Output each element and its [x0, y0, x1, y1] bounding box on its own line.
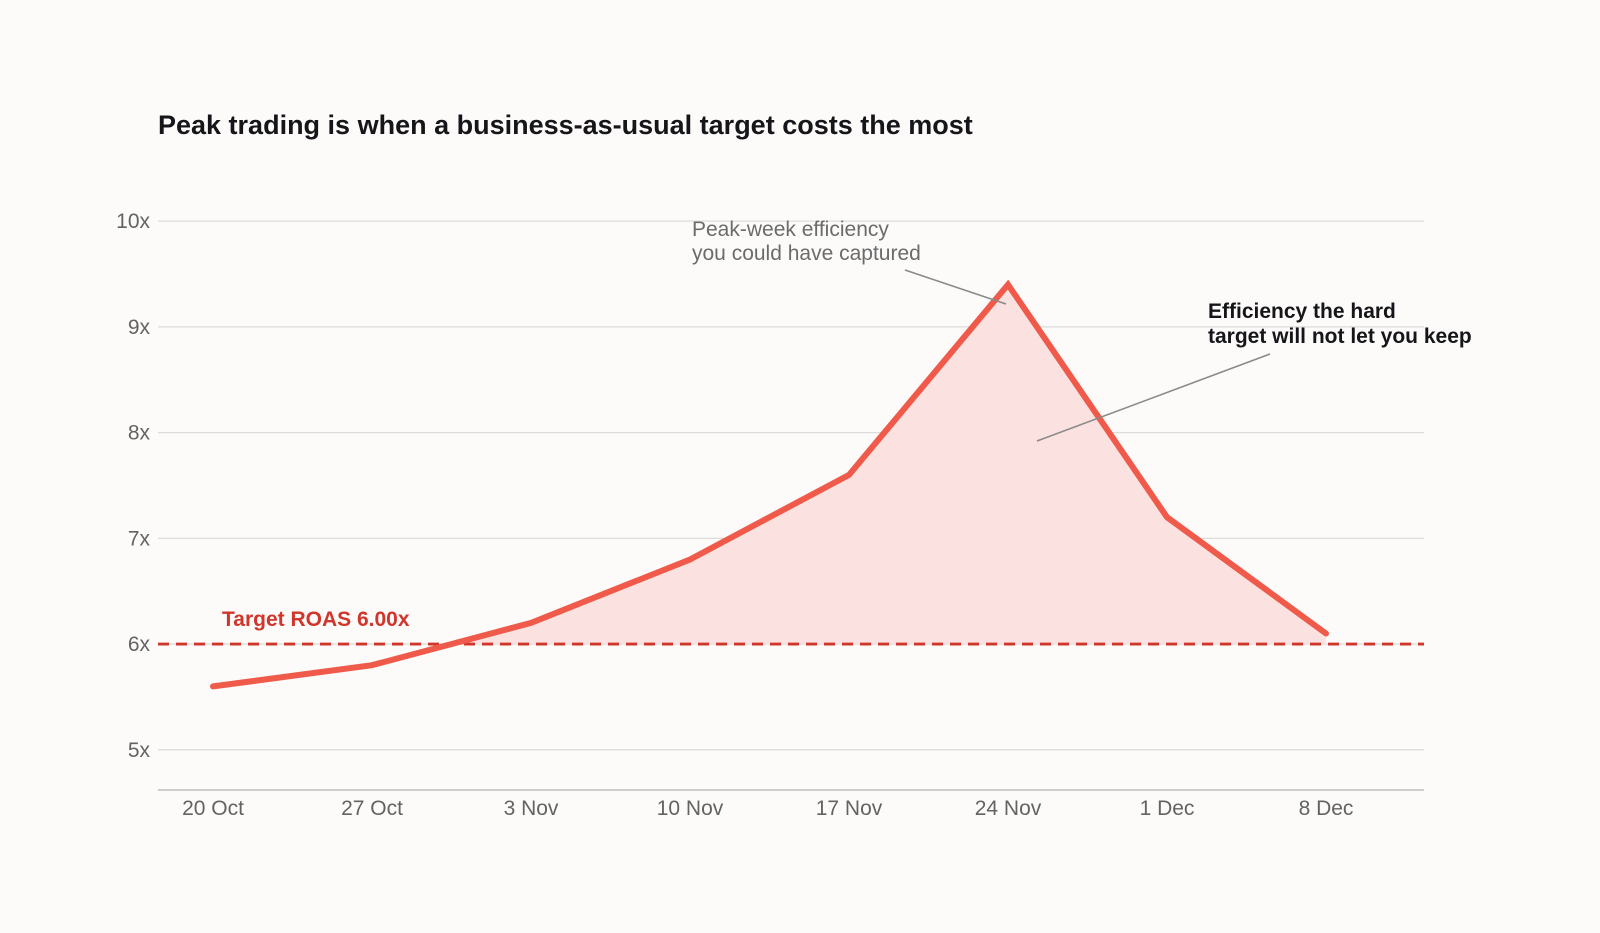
target-layer: Target ROAS 6.00x [158, 608, 1424, 646]
annotation-line: you could have captured [692, 242, 921, 265]
target-label: Target ROAS 6.00x [222, 608, 410, 631]
annotation-line: Peak-week efficiency [692, 218, 889, 241]
x-tick-label: 10 Nov [657, 797, 724, 820]
x-tick-label: 8 Dec [1299, 797, 1354, 820]
series-line [210, 279, 1329, 690]
annotation-leader-peak [904, 269, 1007, 305]
efficiency-gap-area [451, 284, 1326, 645]
x-tick-label: 1 Dec [1140, 797, 1195, 820]
annotations: Peak-week efficiency you could have captu… [692, 218, 1472, 442]
area-layer [451, 284, 1326, 645]
x-axis: 20 Oct 27 Oct 3 Nov 10 Nov 17 Nov 24 Nov 1 Dec… [158, 789, 1424, 820]
y-tick-label: 10x [116, 210, 150, 233]
annotation-line: target will not let you keep [1208, 325, 1472, 348]
y-tick-label: 8x [128, 422, 151, 445]
annotation-peak: Peak-week efficiency you could have captu… [692, 218, 921, 265]
y-tick-label: 7x [128, 527, 151, 550]
annotation-lost: Efficiency the hard target will not let y… [1208, 300, 1472, 348]
y-axis: 5x 6x 7x 8x 9x 10x [116, 210, 150, 762]
y-tick-label: 9x [128, 316, 151, 339]
series-layer [210, 279, 1329, 690]
annotation-leader-lost [1036, 353, 1271, 442]
chart-title: Peak trading is when a business-as-usual… [158, 110, 973, 140]
annotation-line: Efficiency the hard [1208, 300, 1396, 323]
x-tick-label: 24 Nov [975, 797, 1042, 820]
y-tick-label: 6x [128, 633, 151, 656]
x-tick-label: 3 Nov [504, 797, 559, 820]
y-tick-label: 5x [128, 739, 151, 762]
x-tick-label: 20 Oct [182, 797, 244, 820]
x-tick-label: 27 Oct [341, 797, 403, 820]
x-tick-label: 17 Nov [816, 797, 883, 820]
